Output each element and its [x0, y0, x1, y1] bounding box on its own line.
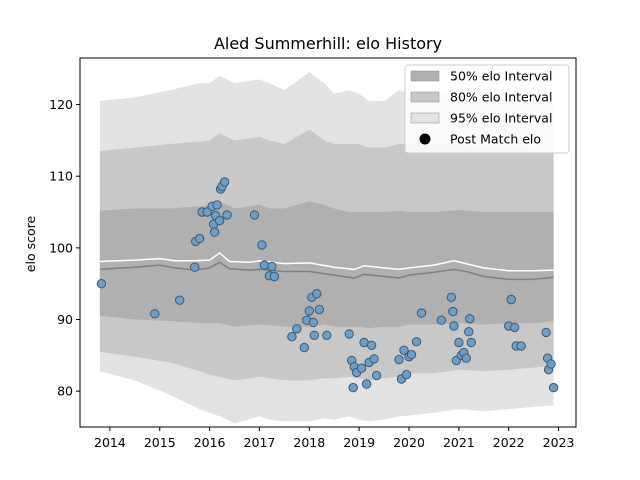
post-match-elo-point — [361, 379, 372, 389]
post-match-elo-point — [510, 322, 520, 333]
post-match-elo-point — [411, 337, 422, 347]
chart-title: Aled Summerhill: elo History — [214, 34, 442, 53]
legend-marker — [419, 133, 431, 145]
post-match-elo-point — [190, 262, 200, 272]
post-match-elo-point — [356, 363, 367, 373]
post-match-elo-point — [96, 279, 107, 289]
post-match-elo-point — [371, 370, 382, 381]
post-match-elo-point — [366, 340, 377, 350]
post-match-elo-point — [348, 382, 358, 393]
post-match-elo-point — [401, 370, 412, 380]
post-match-elo-point — [308, 317, 318, 328]
mean-line — [99, 251, 554, 272]
post-match-elo-point — [461, 353, 471, 363]
x-tick-label: 2023 — [543, 435, 575, 450]
y-tick-label: 90 — [57, 312, 73, 327]
post-match-elo-point — [309, 330, 319, 340]
y-tick-label: 80 — [57, 384, 73, 399]
legend-swatch — [410, 70, 440, 82]
post-match-elo-point — [212, 200, 222, 210]
post-match-elo-point — [287, 332, 297, 342]
legend-swatch — [410, 91, 440, 103]
post-match-elo-point — [416, 308, 427, 318]
post-match-elo-point — [449, 321, 459, 331]
y-tick-label: 120 — [49, 97, 73, 112]
legend-box — [404, 64, 570, 154]
post-match-elo-point — [257, 240, 267, 250]
post-match-elo-point — [259, 260, 270, 270]
post-match-elo-point — [214, 215, 225, 226]
post-match-elo-point — [299, 342, 309, 353]
x-tick-label: 2015 — [144, 435, 176, 450]
post-match-elo-point — [269, 271, 280, 282]
plot-frame — [79, 57, 577, 428]
x-tick-label: 2016 — [194, 435, 226, 450]
x-tick-label: 2017 — [244, 435, 276, 450]
post-match-elo-point — [436, 315, 447, 325]
post-match-elo-point — [267, 261, 277, 272]
band-50-interval — [99, 201, 554, 329]
post-match-elo-point — [344, 329, 354, 339]
post-match-elo-point — [548, 382, 559, 393]
x-tick-label: 2021 — [443, 435, 475, 450]
x-tick-label: 2022 — [493, 435, 525, 450]
legend-label: Post Match elo — [450, 132, 541, 147]
post-match-elo-point — [219, 177, 230, 187]
post-match-elo-point — [399, 345, 409, 355]
post-match-elo-point — [466, 337, 476, 348]
post-match-elo-point — [322, 330, 332, 340]
y-tick-label: 110 — [49, 169, 73, 184]
y-axis: 80 90 100 110 120 — [49, 97, 80, 399]
x-tick-label: 2020 — [393, 435, 425, 450]
post-match-elo-point — [446, 292, 457, 302]
y-tick-label: 100 — [49, 240, 73, 255]
post-match-elo-point — [175, 295, 185, 305]
legend-label: 50% elo Interval — [450, 69, 552, 84]
x-axis: 2014 2015 2016 2017 2018 2019 2020 2021 2022 2023 — [94, 427, 574, 450]
post-match-elo-point — [304, 306, 314, 316]
post-match-elo-point — [312, 289, 322, 299]
post-match-elo-point — [448, 306, 458, 317]
post-match-elo-point — [209, 227, 220, 237]
post-match-elo-point — [406, 349, 417, 360]
legend: 50% elo Interval 80% elo Interval 95% elo … — [404, 64, 570, 154]
plot-area — [96, 72, 559, 424]
post-match-elo-point — [222, 210, 232, 220]
post-match-elo-point — [464, 327, 474, 337]
post-match-elo-point — [314, 304, 324, 315]
x-tick-label: 2014 — [94, 435, 126, 450]
post-match-elo-point — [506, 294, 516, 305]
legend-label: 80% elo Interval — [450, 90, 552, 105]
legend-swatch — [410, 112, 440, 124]
x-tick-label: 2019 — [343, 435, 375, 450]
legend-label: 95% elo Interval — [450, 111, 552, 126]
post-match-elo-point — [150, 309, 160, 319]
x-tick-label: 2018 — [293, 435, 325, 450]
post-match-elo-point — [516, 341, 526, 351]
post-match-elo-point — [546, 359, 556, 369]
post-match-elo-point — [465, 314, 475, 324]
post-match-elo-point — [292, 324, 302, 334]
post-match-elo-point — [454, 337, 464, 348]
post-match-elo-point — [369, 354, 379, 364]
post-match-elo-point — [394, 354, 404, 365]
post-match-elo-point — [194, 233, 205, 244]
post-match-elo-point — [249, 210, 260, 220]
post-match-elo-point — [541, 327, 551, 338]
y-axis-label: elo score — [23, 216, 38, 273]
